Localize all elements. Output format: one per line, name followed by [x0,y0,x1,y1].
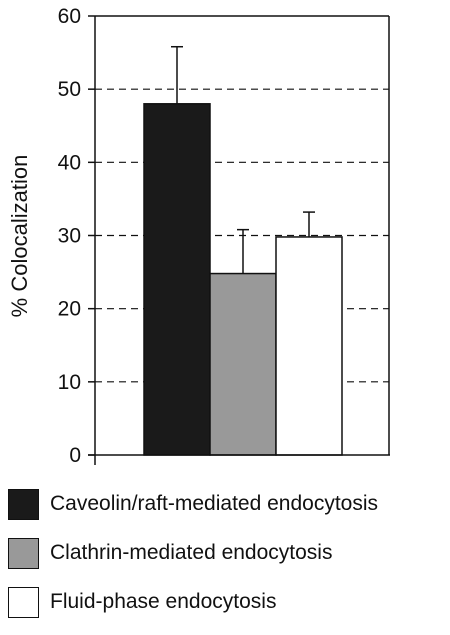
legend-label-clathrin: Clathrin-mediated endocytosis [50,541,333,564]
legend-item-clathrin: Clathrin-mediated endocytosis [8,537,448,569]
y-tick-label-30: 30 [58,225,81,248]
bar-chart: 0 10 20 30 40 50 60 % Colocalization [7,5,390,467]
legend-item-fluid-phase: Fluid-phase endocytosis [8,586,448,618]
error-bars [171,45,315,274]
legend-item-caveolin: Caveolin/raft-mediated endocytosis [8,488,448,520]
bars [143,103,343,456]
y-tick-label-60: 60 [58,5,81,28]
y-ticks: 0 10 20 30 40 50 60 [58,5,95,467]
bar-clathrin [209,272,277,456]
legend-swatch-fluid-phase [8,586,39,618]
y-axis-label: % Colocalization [7,155,32,318]
y-tick-label-10: 10 [58,371,81,394]
legend-label-fluid-phase: Fluid-phase endocytosis [50,590,277,613]
legend-label-caveolin: Caveolin/raft-mediated endocytosis [50,492,379,515]
y-tick-label-20: 20 [58,298,81,321]
y-tick-label-40: 40 [58,151,81,174]
legend: Caveolin/raft-mediated endocytosis Clath… [8,488,448,635]
legend-swatch-clathrin [8,537,39,569]
bar-caveolin [143,103,211,456]
bar-fluid-phase [275,236,343,456]
y-tick-label-0: 0 [69,444,81,467]
legend-swatch-caveolin [8,488,39,520]
y-tick-label-50: 50 [58,78,81,101]
